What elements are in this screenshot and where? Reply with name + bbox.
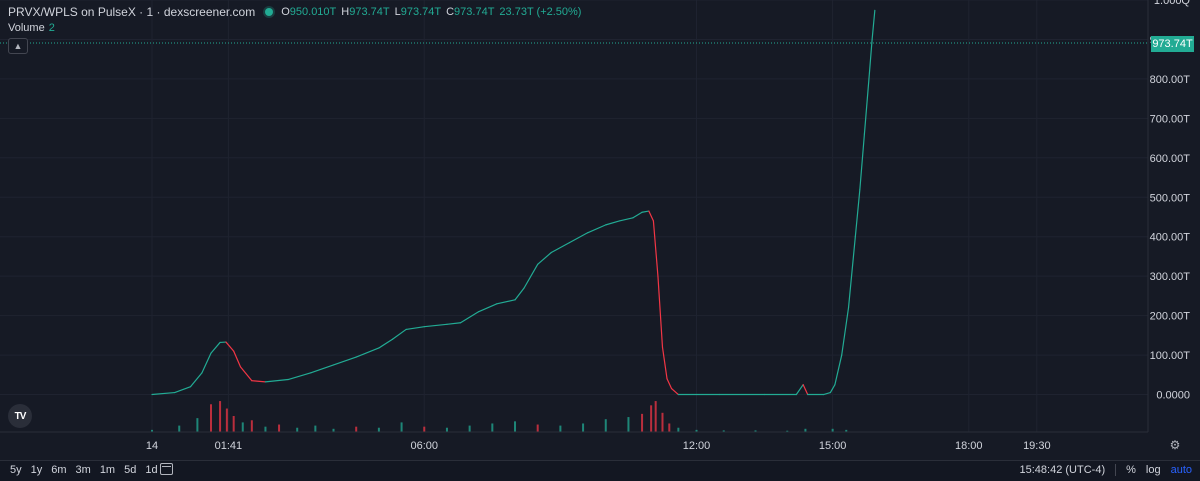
volume-bar: [668, 423, 670, 432]
price-chart[interactable]: 1.000Q900.00T800.00T700.00T600.00T500.00…: [0, 0, 1200, 460]
volume-bar: [582, 423, 584, 432]
volume-bar: [605, 419, 607, 432]
volume-bar: [491, 423, 493, 432]
close-label: C: [446, 6, 454, 18]
range-1y[interactable]: 1y: [31, 464, 43, 476]
y-tick-label: 1.000Q: [1154, 0, 1191, 7]
high-label: H: [341, 6, 349, 18]
volume-bar: [650, 405, 652, 432]
volume-bar: [446, 428, 448, 432]
y-tick-label: 300.00T: [1150, 271, 1191, 283]
high-value: 973.74T: [349, 6, 389, 18]
volume-bar: [264, 427, 266, 432]
divider: [1115, 464, 1116, 476]
volume-bar: [469, 426, 471, 432]
open-value: 950.010T: [290, 6, 336, 18]
bottom-toolbar: 5y 1y 6m 3m 1m 5d 1d 15:48:42 (UTC-4) % …: [0, 460, 1200, 481]
volume-bar: [233, 416, 235, 432]
volume-bar: [251, 420, 253, 432]
market-status-icon: [265, 8, 273, 16]
volume-bar: [677, 428, 679, 432]
x-tick-label: 15:00: [819, 440, 847, 452]
change-value: 23.73T (+2.50%): [499, 6, 581, 18]
x-tick-label: 01:41: [215, 440, 243, 452]
y-tick-label: 400.00T: [1150, 232, 1191, 244]
open-label: O: [281, 6, 290, 18]
volume-bar: [196, 418, 198, 432]
volume-bar: [210, 404, 212, 432]
range-selector: 5y 1y 6m 3m 1m 5d 1d: [10, 464, 158, 476]
range-1m[interactable]: 1m: [100, 464, 115, 476]
volume-bar: [661, 413, 663, 432]
range-5d[interactable]: 5d: [124, 464, 136, 476]
volume-label: Volume: [8, 22, 45, 34]
x-tick-label: 19:30: [1023, 440, 1051, 452]
calendar-icon[interactable]: [160, 463, 173, 475]
last-price-tag: 973.74T: [1151, 36, 1194, 52]
gear-icon[interactable]: ⚙: [1167, 437, 1183, 453]
volume-bar: [242, 422, 244, 432]
auto-scale-button[interactable]: auto: [1171, 464, 1192, 476]
scale-controls: 15:48:42 (UTC-4) % log auto: [1020, 464, 1192, 476]
volume-value: 2: [49, 22, 55, 34]
x-tick-label: 18:00: [955, 440, 983, 452]
volume-bar: [296, 428, 298, 432]
volume-bar: [559, 426, 561, 432]
volume-bar: [178, 426, 180, 432]
range-3m[interactable]: 3m: [76, 464, 91, 476]
range-6m[interactable]: 6m: [51, 464, 66, 476]
range-5y[interactable]: 5y: [10, 464, 22, 476]
chart-title: PRVX/WPLS on PulseX · 1 · dexscreener.co…: [8, 5, 255, 19]
volume-bar: [355, 427, 357, 432]
y-tick-label: 700.00T: [1150, 113, 1191, 125]
percent-scale-button[interactable]: %: [1126, 464, 1136, 476]
y-tick-label: 100.00T: [1150, 350, 1191, 362]
chevron-up-icon[interactable]: ▲: [8, 38, 28, 54]
close-value: 973.74T: [454, 6, 494, 18]
tradingview-logo[interactable]: TV: [8, 404, 32, 428]
x-tick-label: 14: [146, 440, 158, 452]
x-tick-label: 06:00: [410, 440, 438, 452]
volume-bar: [278, 425, 280, 432]
log-scale-button[interactable]: log: [1146, 464, 1161, 476]
y-tick-label: 500.00T: [1150, 192, 1191, 204]
volume-bar: [627, 417, 629, 432]
volume-bar: [514, 421, 516, 432]
volume-bar: [226, 409, 228, 432]
low-value: 973.74T: [401, 6, 441, 18]
y-tick-label: 800.00T: [1150, 74, 1191, 86]
volume-bar: [537, 425, 539, 432]
volume-bar: [378, 428, 380, 432]
volume-bar: [314, 426, 316, 432]
volume-bar: [423, 427, 425, 432]
volume-bar: [401, 422, 403, 432]
y-tick-label: 0.0000: [1156, 390, 1190, 402]
volume-bar: [655, 401, 657, 432]
clock-time[interactable]: 15:48:42 (UTC-4): [1020, 464, 1106, 476]
volume-bar: [641, 414, 643, 432]
x-tick-label: 12:00: [683, 440, 711, 452]
ohlc-legend: PRVX/WPLS on PulseX · 1 · dexscreener.co…: [8, 4, 586, 20]
range-1d[interactable]: 1d: [145, 464, 157, 476]
volume-legend: Volume 2: [8, 22, 55, 34]
y-tick-label: 200.00T: [1150, 311, 1191, 323]
y-tick-label: 600.00T: [1150, 153, 1191, 165]
volume-bar: [219, 401, 221, 432]
